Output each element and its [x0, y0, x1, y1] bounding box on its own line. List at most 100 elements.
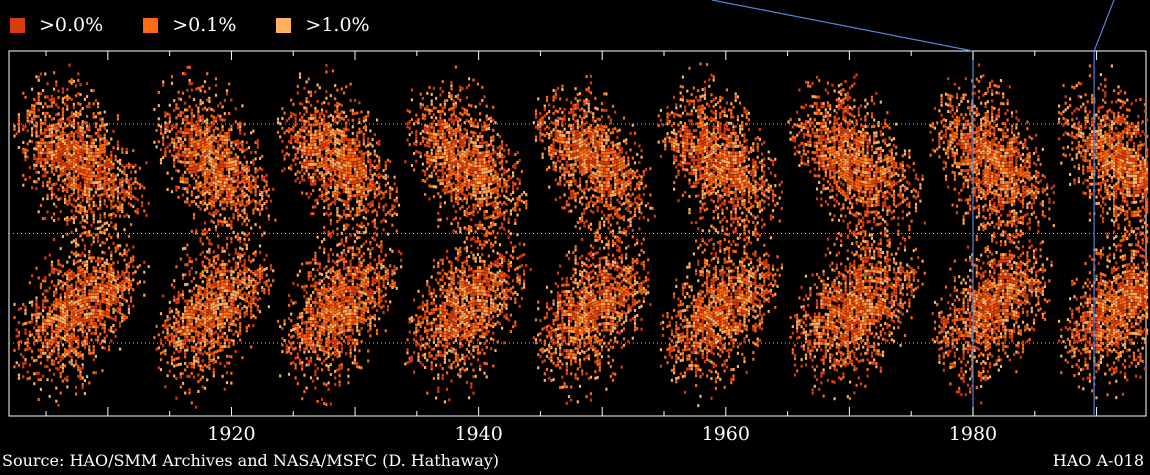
- wing-pixel: [314, 133, 317, 137]
- wing-pixel: [199, 200, 202, 204]
- wing-pixel: [170, 190, 174, 194]
- wing-pixel: [225, 285, 229, 289]
- wing-pixel: [159, 128, 163, 132]
- wing-pixel: [334, 143, 337, 147]
- wing-pixel: [119, 181, 122, 185]
- wing-pixel: [114, 275, 117, 279]
- wing-pixel: [228, 322, 231, 326]
- wing-pixel: [345, 121, 348, 125]
- wing-pixel: [228, 289, 231, 293]
- wing-pixel: [61, 163, 64, 166]
- wing-pixel: [57, 351, 60, 355]
- wing-pixel: [22, 173, 25, 177]
- wing-pixel: [39, 328, 42, 332]
- wing-pixel: [236, 208, 240, 212]
- wing-pixel: [217, 140, 220, 144]
- wing-pixel: [61, 189, 64, 193]
- wing-pixel: [254, 183, 257, 187]
- wing-pixel: [75, 130, 78, 134]
- wing-pixel: [345, 128, 348, 131]
- wing-pixel: [201, 147, 204, 151]
- wing-pixel: [101, 316, 104, 320]
- wing-pixel: [17, 347, 20, 351]
- wing-pixel: [61, 90, 64, 94]
- wing-pixel: [305, 291, 308, 295]
- wing-pixel: [173, 358, 176, 362]
- wing-pixel: [61, 130, 64, 134]
- wing-pixel: [86, 183, 89, 187]
- wing-pixel: [203, 201, 207, 205]
- wing-pixel: [97, 256, 100, 260]
- wing-pixel: [136, 208, 139, 211]
- wing-pixel: [340, 130, 343, 134]
- wing-pixel: [46, 365, 49, 368]
- wing-pixel: [228, 164, 231, 168]
- wing-pixel: [241, 147, 244, 150]
- wing-pixel: [331, 279, 335, 283]
- wing-pixel: [24, 125, 27, 129]
- wing-pixel: [112, 317, 115, 321]
- wing-pixel: [92, 315, 95, 319]
- wing-pixel: [77, 174, 80, 178]
- wing-pixel: [208, 334, 211, 338]
- wing-pixel: [181, 273, 185, 277]
- wing-pixel: [48, 177, 51, 181]
- wing-pixel: [86, 302, 89, 306]
- wing-pixel: [219, 187, 222, 191]
- wing-pixel: [35, 160, 38, 164]
- wing-pixel: [108, 302, 111, 306]
- wing-pixel: [239, 128, 242, 132]
- wing-pixel: [294, 366, 297, 370]
- wing-pixel: [223, 161, 226, 165]
- wing-pixel: [44, 167, 47, 171]
- wing-pixel: [39, 361, 42, 365]
- wing-pixel: [57, 135, 60, 139]
- wing-pixel: [53, 284, 56, 288]
- wing-pixel: [48, 147, 51, 151]
- wing-pixel: [323, 199, 326, 203]
- wing-pixel: [301, 178, 304, 182]
- wing-pixel: [116, 173, 119, 177]
- wing-pixel: [186, 200, 189, 204]
- wing-pixel: [338, 168, 341, 172]
- wing-pixel: [64, 324, 67, 328]
- wing-pixel: [61, 179, 64, 183]
- wing-pixel: [119, 324, 122, 328]
- wing-pixel: [123, 271, 126, 275]
- wing-pixel: [61, 369, 64, 373]
- wing-pixel: [61, 307, 64, 311]
- wing-pixel: [206, 108, 209, 112]
- wing-pixel: [323, 287, 326, 291]
- wing-pixel: [309, 133, 313, 137]
- wing-pixel: [55, 126, 58, 130]
- wing-pixel: [33, 111, 36, 115]
- wing-pixel: [334, 310, 337, 314]
- wing-pixel: [347, 177, 350, 181]
- wing-pixel: [79, 181, 82, 185]
- wing-pixel: [336, 197, 339, 200]
- wing-pixel: [312, 317, 315, 321]
- wing-pixel: [83, 287, 86, 290]
- wing-pixel: [192, 186, 196, 190]
- wing-pixel: [164, 127, 167, 131]
- wing-pixel: [90, 312, 93, 316]
- wing-pixel: [190, 371, 193, 375]
- wing-pixel: [35, 312, 38, 316]
- wing-pixel: [59, 144, 62, 148]
- wing-pixel: [228, 295, 231, 299]
- wing-pixel: [42, 158, 45, 161]
- wing-pixel: [210, 180, 213, 184]
- wing-pixel: [334, 149, 337, 153]
- wing-pixel: [292, 125, 295, 129]
- wing-pixel: [81, 323, 84, 327]
- wing-pixel: [164, 124, 167, 128]
- wing-pixel: [230, 141, 233, 145]
- wing-pixel: [70, 277, 73, 280]
- wing-pixel: [327, 289, 330, 293]
- wing-pixel: [92, 269, 95, 273]
- wing-pixel: [164, 349, 167, 353]
- wing-pixel: [188, 374, 191, 378]
- wing-pixel: [88, 151, 91, 155]
- wing-pixel: [267, 278, 270, 282]
- wing-pixel: [298, 348, 302, 352]
